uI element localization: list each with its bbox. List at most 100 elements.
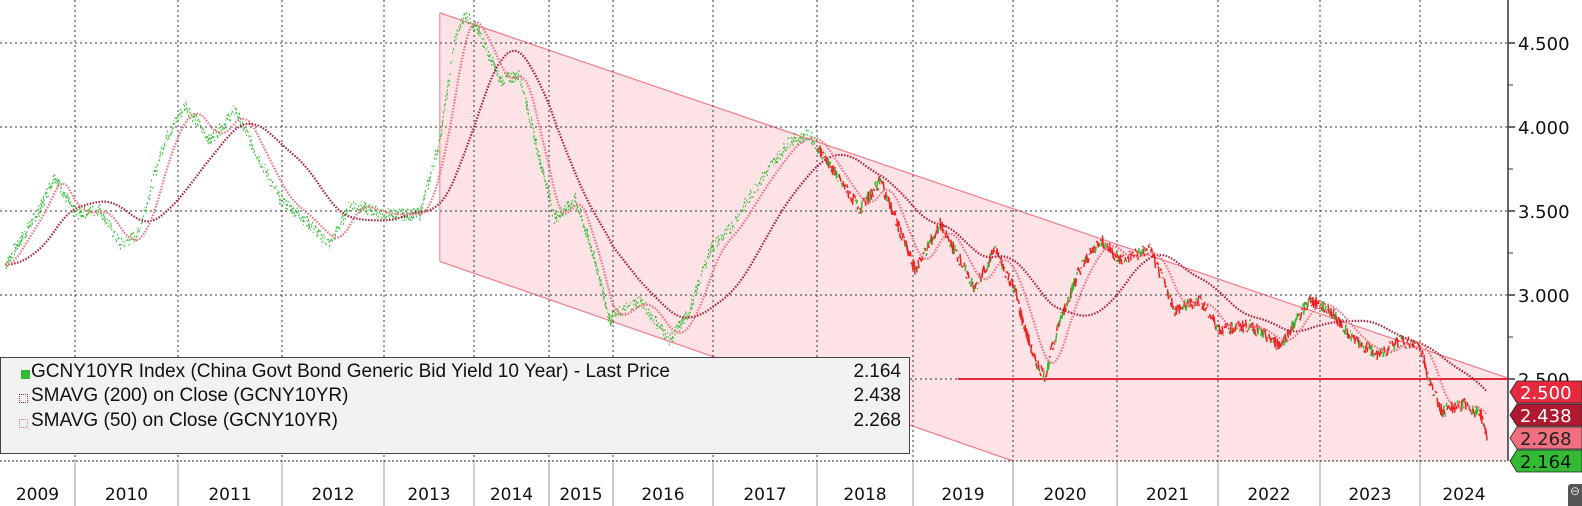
- price-segment: [1297, 313, 1301, 317]
- price-segment: [489, 55, 491, 63]
- price-segment: [911, 261, 914, 271]
- price-segment: [300, 217, 303, 221]
- price-segment: [586, 228, 588, 238]
- price-segment: [1373, 352, 1376, 355]
- price-segment: [753, 191, 756, 194]
- price-segment: [1333, 313, 1336, 320]
- price-segment: [543, 171, 545, 181]
- price-segment: [455, 33, 458, 39]
- price-segment: [246, 129, 249, 133]
- price-segment: [807, 129, 810, 132]
- legend: GCNY10YR Index (China Govt Bond Generic …: [0, 357, 910, 454]
- price-segment: [1238, 329, 1242, 333]
- price-segment: [1074, 278, 1078, 287]
- price-segment: [173, 122, 176, 126]
- badge-2500: 2.500: [1520, 383, 1572, 404]
- price-segment: [499, 76, 502, 85]
- price-segment: [519, 81, 521, 83]
- price-segment: [207, 132, 210, 145]
- price-segment: [1311, 297, 1314, 306]
- price-segment: [829, 165, 832, 168]
- price-segment: [396, 209, 398, 218]
- price-segment: [477, 29, 479, 37]
- price-segment: [1273, 336, 1276, 348]
- price-segment: [810, 137, 813, 145]
- price-segment: [387, 207, 389, 210]
- price-segment: [703, 262, 706, 266]
- price-segment: [43, 195, 45, 203]
- price-segment: [1344, 324, 1347, 335]
- price-segment: [1473, 412, 1476, 418]
- price-segment: [1428, 383, 1431, 387]
- price-segment: [1147, 244, 1151, 249]
- price-segment: [502, 77, 504, 86]
- price-segment: [992, 247, 995, 255]
- price-segment: [381, 211, 384, 220]
- price-segment: [10, 256, 12, 259]
- price-segment: [1122, 254, 1125, 257]
- price-segment: [292, 207, 295, 218]
- price-segment: [253, 150, 256, 155]
- price-segment: [1105, 248, 1107, 250]
- price-segment: [560, 207, 562, 218]
- price-segment: [60, 183, 62, 193]
- price-segment: [445, 92, 448, 94]
- price-segment: [125, 236, 127, 239]
- price-segment: [281, 203, 284, 208]
- price-segment: [947, 235, 950, 242]
- price-segment: [644, 301, 647, 304]
- price-segment: [854, 199, 858, 202]
- price-segment: [604, 303, 606, 306]
- price-segment: [817, 147, 820, 154]
- price-segment: [13, 243, 15, 246]
- price-segment: [799, 132, 802, 143]
- price-segment: [768, 163, 771, 168]
- price-segment: [538, 163, 541, 165]
- price-segment: [1415, 347, 1418, 350]
- price-segment: [677, 320, 680, 328]
- price-segment: [460, 25, 462, 29]
- price-segment: [338, 226, 341, 230]
- price-segment: [772, 156, 775, 161]
- price-segment: [337, 226, 340, 230]
- price-segment: [584, 228, 586, 234]
- y-tick-label: 4.000: [1518, 118, 1570, 139]
- price-segment: [301, 216, 304, 226]
- chart-options-icon[interactable]: ⊖: [1568, 484, 1582, 506]
- price-segment: [1171, 306, 1175, 310]
- price-segment: [624, 305, 627, 315]
- price-segment: [377, 215, 380, 218]
- price-segment: [767, 165, 770, 170]
- price-segment: [990, 249, 993, 256]
- price-segment: [1408, 343, 1411, 349]
- price-segment: [68, 197, 71, 206]
- price-segment: [1312, 297, 1315, 309]
- price-segment: [650, 313, 653, 323]
- price-segment: [247, 131, 250, 135]
- price-segment: [1092, 246, 1095, 253]
- price-segment: [1451, 406, 1454, 414]
- price-segment: [55, 178, 58, 182]
- price-segment: [410, 211, 413, 221]
- price-segment: [179, 107, 182, 115]
- price-segment: [430, 169, 433, 174]
- price-segment: [937, 226, 940, 233]
- price-segment: [1216, 323, 1219, 327]
- price-segment: [427, 177, 430, 190]
- price-segment: [169, 132, 172, 137]
- price-segment: [870, 194, 873, 200]
- price-segment: [166, 129, 169, 137]
- price-segment: [741, 208, 744, 212]
- price-segment: [1483, 423, 1486, 430]
- price-segment: [22, 234, 25, 237]
- price-segment: [730, 230, 733, 235]
- price-segment: [600, 278, 602, 285]
- price-segment: [17, 244, 20, 247]
- price-segment: [1157, 266, 1161, 278]
- price-segment: [465, 18, 468, 22]
- price-segment: [663, 337, 666, 340]
- price-segment: [1006, 271, 1009, 275]
- price-segment: [1051, 347, 1055, 351]
- price-segment: [1154, 256, 1157, 259]
- price-segment: [182, 103, 185, 106]
